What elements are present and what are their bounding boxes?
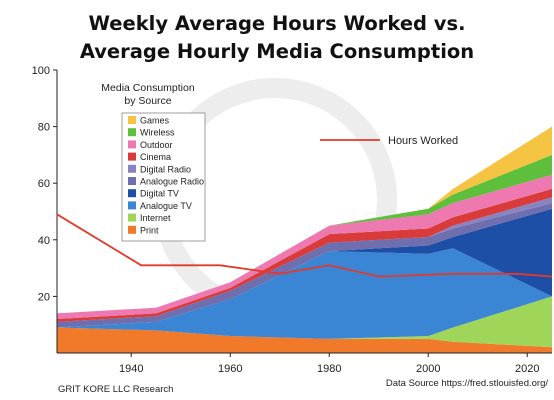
legend-hours-worked-label: Hours Worked: [388, 135, 458, 147]
legend-label-wireless: Wireless: [140, 128, 175, 138]
legend-label-outdoor: Outdoor: [140, 140, 173, 150]
legend-swatch-games: [128, 116, 136, 124]
legend-swatch-internet: [128, 213, 136, 222]
footer-source: Data Source https://fred.stlouisfed.org/: [385, 378, 548, 389]
legend-label-analogue-radio: Analogue Radio: [140, 177, 204, 187]
y-tick-label-60: 60: [38, 178, 50, 190]
legend-swatch-digital-tv: [128, 189, 136, 198]
legend-swatch-analogue-tv: [128, 201, 136, 210]
area-internet: [57, 296, 552, 348]
y-tick-label-20: 20: [38, 291, 50, 303]
legend-swatch-outdoor: [128, 140, 136, 149]
area-print: [57, 327, 552, 353]
y-tick-label-100: 100: [32, 65, 50, 77]
legend-label-digital-tv: Digital TV: [140, 189, 179, 199]
legend-swatch-cinema: [128, 152, 136, 161]
area-analogue-tv: [57, 248, 552, 339]
legend-label-print: Print: [140, 225, 159, 235]
area-outdoor: [57, 174, 552, 319]
legend-label-digital-radio: Digital Radio: [140, 164, 191, 174]
legend-label-internet: Internet: [140, 213, 171, 223]
legend-title-line-1: Media Consumption: [101, 82, 195, 94]
legend-label-games: Games: [140, 116, 170, 126]
line-hours-worked: [56, 213, 553, 278]
chart-title: Weekly Average Hours Worked vs. Average …: [0, 10, 554, 66]
x-tick-label-1980: 1980: [317, 363, 341, 375]
x-tick-label-2020: 2020: [515, 363, 539, 375]
x-tick-label-1960: 1960: [218, 363, 242, 375]
legend-swatch-analogue-radio: [128, 177, 136, 185]
legend-title-line-2: by Source: [124, 95, 171, 107]
legend-swatch-digital-radio: [128, 164, 136, 173]
chart-title-line-1: Weekly Average Hours Worked vs.: [88, 12, 466, 35]
legend-label-cinema: Cinema: [140, 152, 171, 162]
footer-credit: GRIT KORE LLC Research: [58, 384, 174, 395]
y-tick-label-40: 40: [38, 235, 50, 247]
x-tick-label-1940: 1940: [119, 363, 143, 375]
x-tick-label-2000: 2000: [416, 363, 440, 375]
chart-title-line-2: Average Hourly Media Consumption: [79, 40, 475, 63]
y-tick-label-80: 80: [38, 122, 50, 134]
legend-swatch-print: [128, 225, 136, 234]
legend-label-analogue-tv: Analogue TV: [140, 201, 192, 211]
legend-swatch-wireless: [128, 128, 136, 137]
